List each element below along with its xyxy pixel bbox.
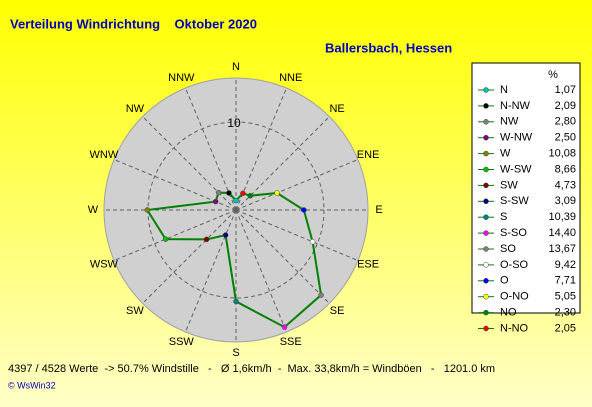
axis-label: SE xyxy=(330,305,345,317)
data-point xyxy=(233,197,239,204)
data-point xyxy=(274,190,280,196)
legend-marker xyxy=(483,278,489,284)
spoke xyxy=(185,87,237,211)
r-tick-label: 10 xyxy=(227,116,241,130)
legend-marker xyxy=(483,262,489,268)
data-point xyxy=(212,198,219,205)
axis-label: NW xyxy=(126,103,145,115)
footer: 4397 / 4528 Werte -> 50.7% Windstille - … xyxy=(8,363,495,375)
spoke xyxy=(142,209,237,304)
legend-label: W-NW xyxy=(500,132,533,144)
legend-label: N xyxy=(500,84,508,96)
legend-value: 2,50 xyxy=(555,132,576,144)
legend-value: 1,07 xyxy=(555,84,576,96)
legend-marker xyxy=(483,246,489,252)
legend-marker xyxy=(483,198,489,205)
credit: © WsWin32 xyxy=(8,380,56,390)
data-point xyxy=(162,236,169,242)
legend-label: NW xyxy=(500,116,519,128)
axis-label: WNW xyxy=(90,149,119,161)
axis-label: SSE xyxy=(280,336,302,348)
data-point xyxy=(309,238,316,245)
axis-label: W xyxy=(88,204,99,216)
legend-label: O-SO xyxy=(500,259,529,271)
legend-label: O-NO xyxy=(500,291,529,303)
axis-label: NNE xyxy=(279,72,302,84)
spoke xyxy=(185,209,237,333)
legend-title: % xyxy=(548,69,558,81)
spoke xyxy=(235,87,287,211)
data-point xyxy=(233,298,239,305)
legend-value: 4,73 xyxy=(555,179,576,191)
spoke xyxy=(235,159,359,211)
axis-label: NE xyxy=(329,103,344,115)
axis-label: NNW xyxy=(168,72,195,84)
spoke xyxy=(235,209,287,333)
legend-value: 9,42 xyxy=(555,259,576,271)
legend-marker xyxy=(483,309,489,316)
legend-label: N-NW xyxy=(500,100,531,112)
axis-label: E xyxy=(375,204,382,216)
legend-value: 10,08 xyxy=(548,148,576,160)
data-point xyxy=(318,292,324,298)
chart-title: Verteilung Windrichtung Oktober 2020 xyxy=(10,16,257,31)
data-point xyxy=(215,189,222,196)
data-point xyxy=(281,324,288,330)
legend-label: S xyxy=(500,211,507,223)
legend-value: 3,09 xyxy=(555,195,576,207)
legend-marker xyxy=(483,150,489,157)
axis-label: S xyxy=(232,347,239,359)
legend-marker xyxy=(483,293,489,300)
legend-value: 2,09 xyxy=(555,100,576,112)
data-point xyxy=(247,192,254,199)
axis-label: WSW xyxy=(90,259,119,271)
legend-value: 5,05 xyxy=(555,291,576,303)
legend-value: 2,05 xyxy=(555,322,576,334)
legend-label: SW xyxy=(500,179,518,191)
legend-marker xyxy=(483,230,489,236)
spoke xyxy=(235,209,330,304)
legend-value: 2,30 xyxy=(555,307,576,319)
legend-value: 8,66 xyxy=(555,163,576,175)
legend-marker xyxy=(483,119,489,125)
axis-label: ESE xyxy=(357,259,379,271)
legend-value: 13,67 xyxy=(548,243,576,255)
legend-marker xyxy=(483,87,489,93)
data-point xyxy=(203,236,210,243)
legend-value: 10,39 xyxy=(548,211,576,223)
data-point xyxy=(240,190,246,197)
axis-label: ENE xyxy=(357,149,380,161)
legend-label: S-SW xyxy=(500,195,529,207)
legend-marker xyxy=(483,134,489,141)
data-point xyxy=(144,207,151,213)
legend-marker xyxy=(483,166,489,173)
chart-subtitle: Ballersbach, Hessen xyxy=(325,40,452,55)
data-point xyxy=(226,190,232,196)
legend-box xyxy=(471,62,581,314)
legend-value: 14,40 xyxy=(548,227,576,239)
data-point xyxy=(301,207,307,213)
axis-label: SW xyxy=(126,305,144,317)
legend-label: W-SW xyxy=(500,163,532,175)
legend-marker xyxy=(483,214,489,220)
legend-marker xyxy=(483,103,489,109)
legend-label: O xyxy=(500,275,509,287)
data-point xyxy=(222,232,229,238)
axis-label: N xyxy=(232,61,240,73)
spoke xyxy=(113,209,237,261)
spoke xyxy=(235,209,359,261)
legend-value: 2,80 xyxy=(555,116,576,128)
legend-value: 7,71 xyxy=(555,275,576,287)
legend-marker xyxy=(483,182,489,189)
axis-label: SSW xyxy=(169,336,195,348)
legend-label: SO xyxy=(500,243,516,255)
legend-label: S-SO xyxy=(500,227,527,239)
legend-label: NO xyxy=(500,307,517,319)
legend-label: N-NO xyxy=(500,322,529,334)
legend-marker xyxy=(483,325,489,332)
legend-label: W xyxy=(500,148,511,160)
